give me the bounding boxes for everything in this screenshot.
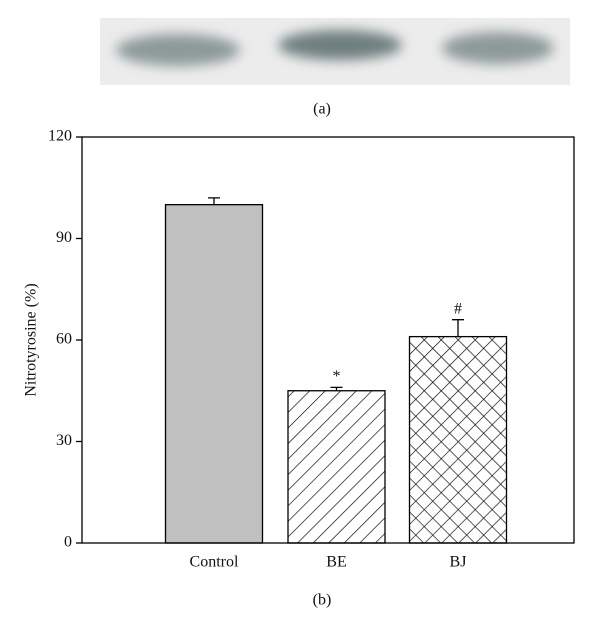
axes-frame <box>81 136 575 544</box>
annotation: * <box>333 368 341 385</box>
y-tick-label: 120 <box>48 128 72 145</box>
western-blot <box>100 18 570 85</box>
y-tick-label: 60 <box>56 331 72 348</box>
x-tick-label: Control <box>190 554 239 571</box>
annotation: # <box>454 300 462 317</box>
x-tick-label: BJ <box>450 554 467 571</box>
panel-label: (b) <box>313 592 332 609</box>
y-tick-label: 30 <box>56 432 72 449</box>
error-bar <box>452 319 464 337</box>
bar <box>408 335 508 544</box>
error-bar <box>330 386 343 391</box>
bar <box>164 204 264 544</box>
panel-label: (a) <box>313 101 331 118</box>
bar <box>287 390 386 544</box>
x-tick-label: BE <box>326 554 346 571</box>
plot: 0 30 60 90 120 Control BE * BJ # <box>48 128 508 571</box>
error-bar <box>208 197 220 205</box>
y-tick-label: 0 <box>64 534 72 551</box>
y-tick-label: 90 <box>56 229 72 246</box>
y-axis-label: Nitrotyrosine (%) <box>23 283 40 396</box>
